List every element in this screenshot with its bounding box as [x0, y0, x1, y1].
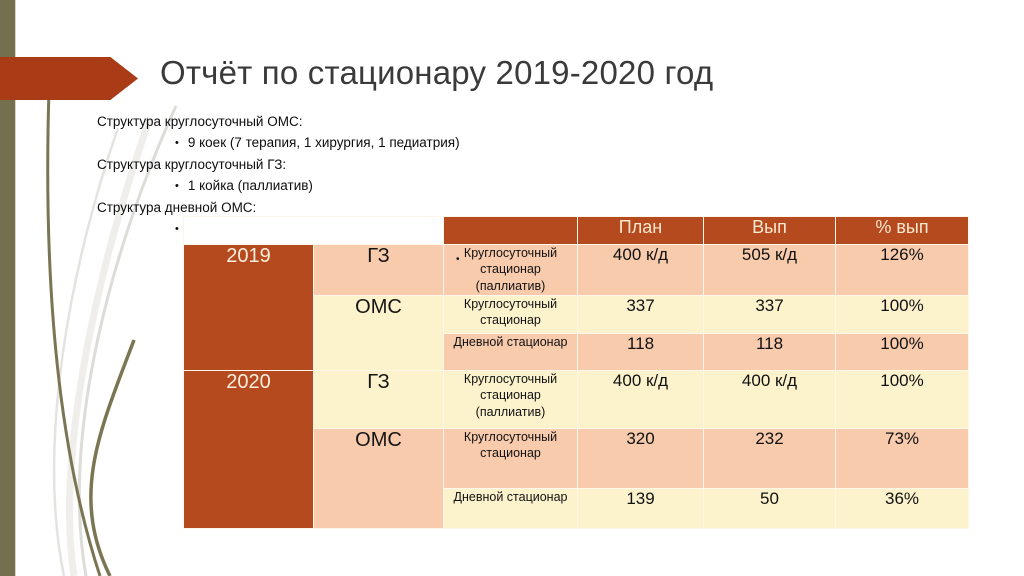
cell-fact: 50 — [703, 488, 836, 529]
cell-percent: 100% — [835, 333, 969, 371]
info-heading: Структура круглосуточный ОМС: — [97, 114, 303, 129]
table-row: Дневной стационар 118 118 100% — [184, 333, 969, 371]
cell-category: Дневной стационар — [443, 333, 578, 371]
report-table: План Вып % вып 2019 ГЗ • Круглосуточный с… — [183, 216, 969, 529]
table-header-row: План Вып % вып — [183, 216, 969, 245]
slide-title: Отчёт по стационару 2019-2020 год — [160, 54, 714, 91]
cell-percent: 73% — [835, 428, 969, 489]
bullet-icon: • — [175, 223, 179, 235]
info-heading: Структура дневной ОМС: — [97, 200, 257, 215]
cell-type: ГЗ — [313, 244, 444, 296]
title-arrow-icon — [0, 57, 138, 100]
cell-year-2019: 2019 — [183, 244, 314, 371]
header-category — [443, 216, 578, 245]
info-bullet-item: • 1 койка (паллиатив) — [97, 175, 460, 197]
cell-plan: 320 — [577, 428, 704, 489]
cell-plan: 337 — [577, 295, 704, 334]
header-fact: Вып — [703, 216, 836, 245]
cell-fact: 337 — [703, 295, 836, 334]
cell-percent: 36% — [835, 488, 969, 529]
info-bullet-text: 1 койка (паллиатив) — [187, 178, 313, 193]
cell-type: ОМС — [313, 428, 444, 529]
header-plan: План — [577, 216, 704, 245]
table-row: 2020 ГЗ Круглосуточный стационар (паллиа… — [183, 370, 969, 529]
cell-plan: 118 — [577, 333, 704, 371]
header-percent: % вып — [835, 216, 969, 245]
cell-category: Дневной стационар — [443, 488, 578, 529]
cell-fact: 118 — [703, 333, 836, 371]
cell-category: Круглосуточный стационар — [443, 428, 578, 489]
wisp-curves-decoration — [46, 89, 178, 576]
table-row: 2019 ГЗ • Круглосуточный стационар (палли… — [183, 244, 969, 371]
cell-year-2020: 2020 — [183, 370, 314, 529]
cell-type: ОМС — [313, 295, 444, 371]
cell-category: • Круглосуточный стационар (паллиатив) — [443, 244, 578, 296]
cell-category: Круглосуточный стационар (паллиатив) — [443, 370, 578, 429]
cell-fact: 505 к/д — [703, 244, 836, 296]
table-row: ОМС Круглосуточный стационар 337 337 100… — [184, 295, 969, 371]
cell-plan: 400 к/д — [577, 370, 704, 429]
cell-category: Круглосуточный стационар — [443, 295, 578, 334]
cell-plan: 139 — [577, 488, 704, 529]
cell-type: ГЗ — [313, 370, 444, 429]
cell-percent: 100% — [835, 295, 969, 334]
sidebar-accent-bar — [0, 0, 16, 576]
cell-percent: 100% — [835, 370, 969, 429]
info-heading: Структура круглосуточный ГЗ: — [97, 157, 287, 172]
bullet-icon: • — [175, 137, 179, 149]
cell-percent: 126% — [835, 244, 969, 296]
category-text: Круглосуточный стационар (паллиатив) — [463, 246, 558, 293]
cell-fact: 400 к/д — [703, 370, 836, 429]
bullet-icon: • — [175, 180, 179, 192]
info-bullet-text: 9 коек (7 терапия, 1 хирургия, 1 педиатр… — [187, 135, 460, 150]
header-spacer — [183, 216, 444, 245]
cell-fact: 232 — [703, 428, 836, 489]
table-row: ОМС Круглосуточный стационар 320 232 73% — [184, 428, 969, 529]
bullet-icon: • — [456, 254, 460, 265]
table-row: Дневной стационар 139 50 36% — [184, 488, 969, 529]
info-bullet-item: • 9 коек (7 терапия, 1 хирургия, 1 педиат… — [97, 132, 460, 154]
cell-plan: 400 к/д — [577, 244, 704, 296]
